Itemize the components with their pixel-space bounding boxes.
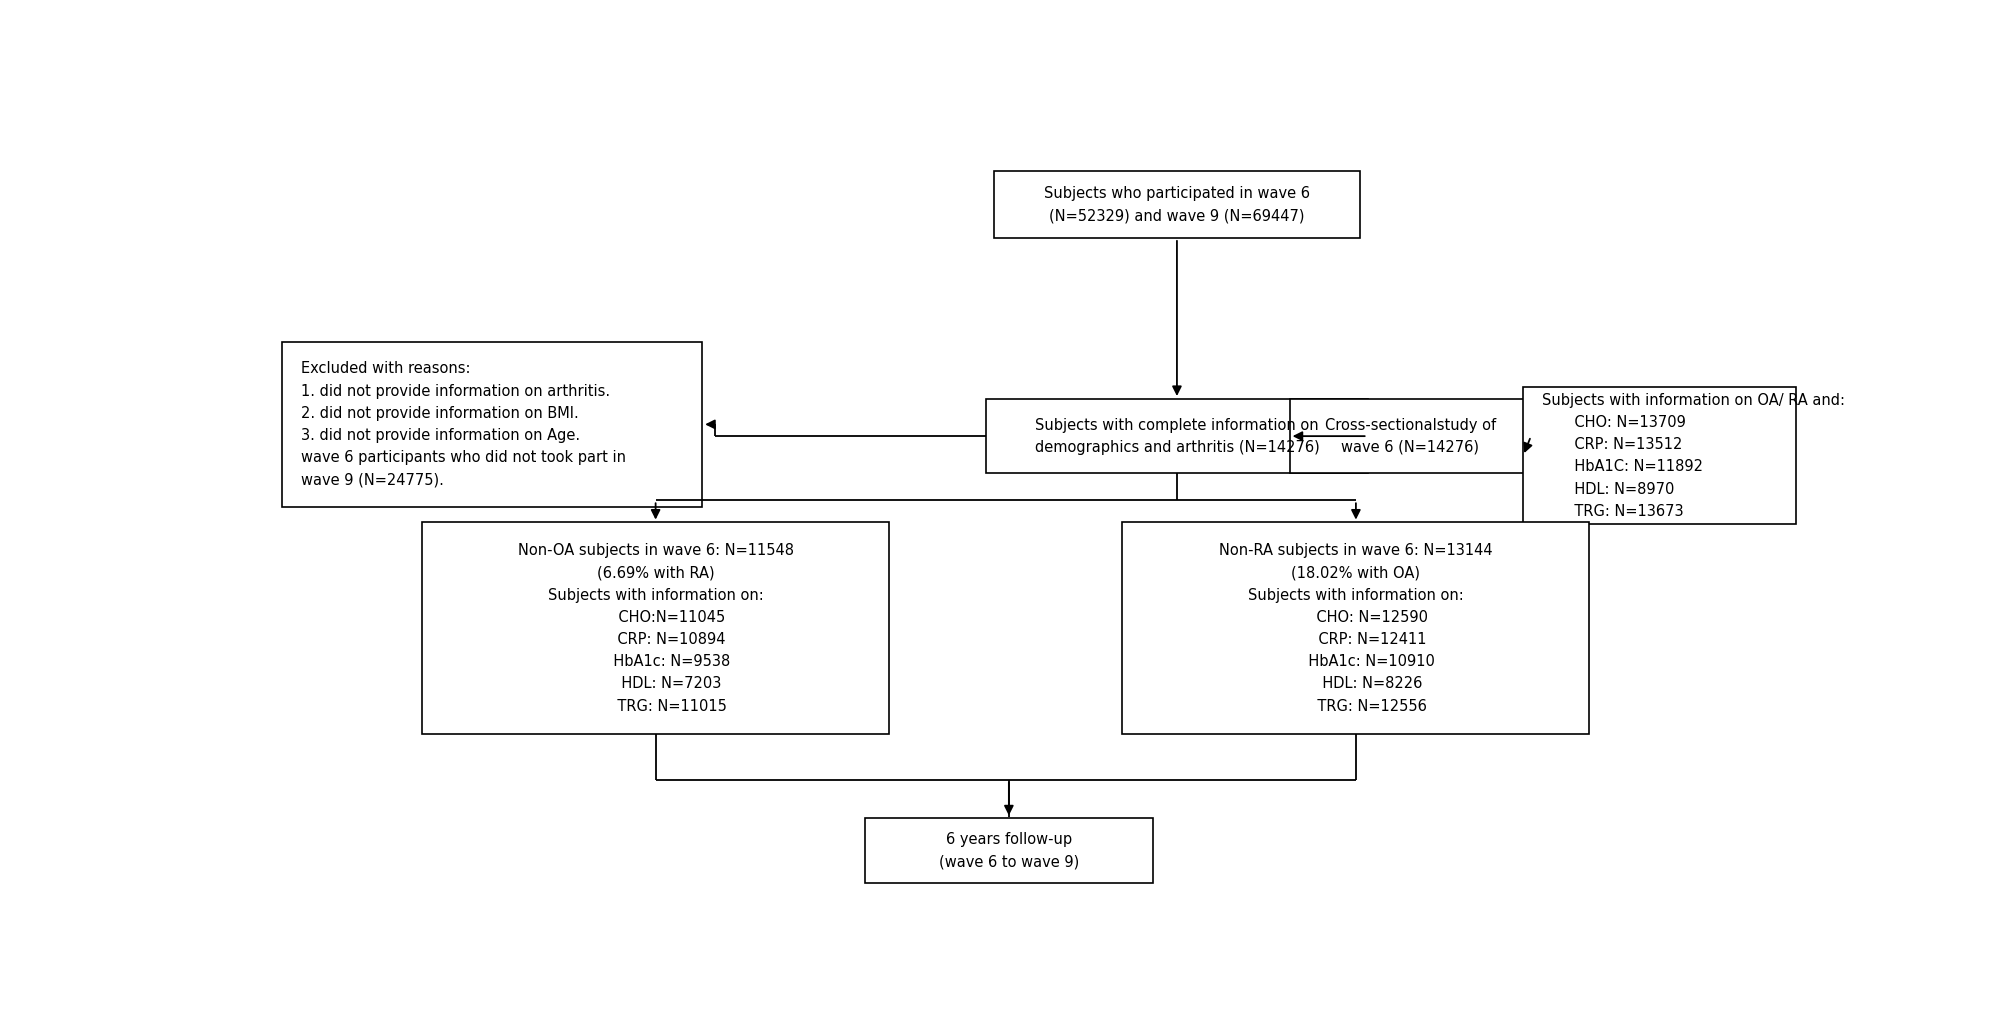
Bar — [1288, 398, 1529, 474]
Text: 6 years follow-up
(wave 6 to wave 9): 6 years follow-up (wave 6 to wave 9) — [939, 832, 1078, 869]
Bar — [281, 342, 702, 506]
Text: Excluded with reasons:
1. did not provide information on arthritis.
2. did not p: Excluded with reasons: 1. did not provid… — [301, 362, 626, 487]
Text: Cross-sectionalstudy of
wave 6 (N=14276): Cross-sectionalstudy of wave 6 (N=14276) — [1325, 418, 1495, 454]
Bar — [1523, 387, 1794, 525]
Bar — [985, 398, 1367, 474]
Text: Subjects who participated in wave 6
(N=52329) and wave 9 (N=69447): Subjects who participated in wave 6 (N=5… — [1044, 186, 1309, 223]
Bar — [865, 818, 1152, 882]
Bar — [993, 171, 1359, 238]
Bar — [1122, 523, 1590, 735]
Text: Non-OA subjects in wave 6: N=11548
(6.69% with RA)
Subjects with information on:: Non-OA subjects in wave 6: N=11548 (6.69… — [518, 543, 793, 713]
Bar — [421, 523, 889, 735]
Text: Subjects with information on OA/ RA and:
       CHO: N=13709
       CRP: N=13512: Subjects with information on OA/ RA and:… — [1541, 392, 1844, 519]
Text: Subjects with complete information on
demographics and arthritis (N=14276): Subjects with complete information on de… — [1034, 418, 1319, 454]
Text: Non-RA subjects in wave 6: N=13144
(18.02% with OA)
Subjects with information on: Non-RA subjects in wave 6: N=13144 (18.0… — [1218, 543, 1491, 713]
